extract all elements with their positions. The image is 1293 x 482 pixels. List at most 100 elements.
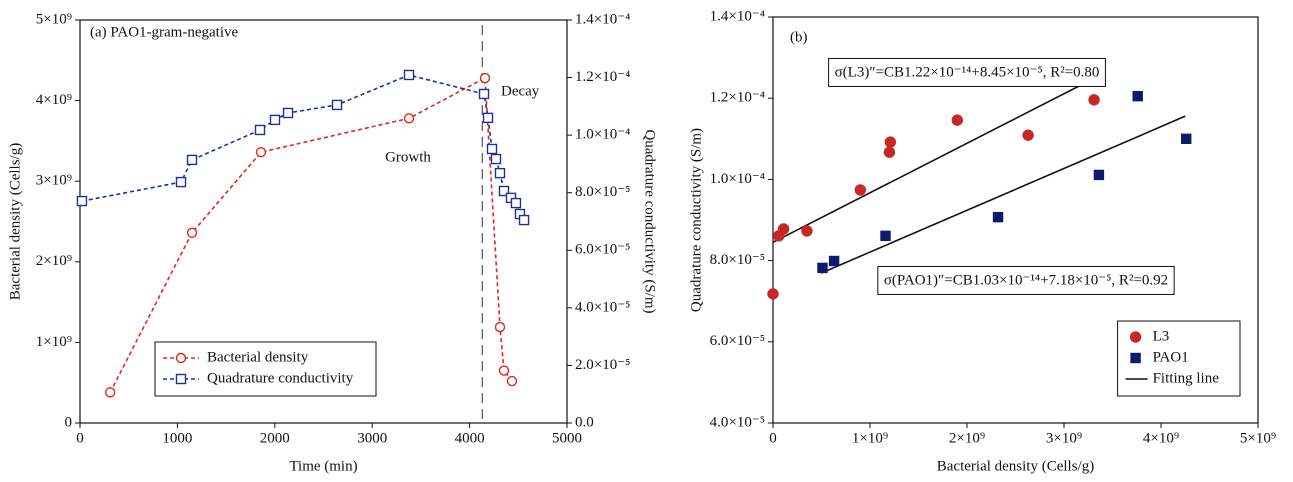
- marker: [186, 227, 198, 238]
- x-axis-title: Bacterial density (Cells/g): [937, 458, 1094, 474]
- marker: [255, 146, 267, 158]
- marker: [854, 184, 866, 196]
- marker: [510, 197, 522, 209]
- marker: [331, 99, 343, 111]
- marker: [884, 136, 897, 148]
- marker: [494, 321, 506, 333]
- series-line: [81, 74, 525, 221]
- legend-label: L3: [1153, 328, 1170, 344]
- x-tick-label: 1×10⁹: [852, 430, 888, 446]
- x-tick-label: 3×10⁹: [1046, 430, 1082, 446]
- marker: [1129, 331, 1142, 343]
- marker: [767, 288, 779, 300]
- marker: [482, 112, 494, 124]
- legend-label: PAO1: [1153, 349, 1189, 365]
- y2-tick-label: 4.0×10⁻⁵: [575, 299, 630, 315]
- legend-entry: Fitting line: [1125, 370, 1220, 386]
- y-tick-label: 0: [65, 414, 73, 430]
- marker: [951, 114, 963, 126]
- y-tick-label: 1×10⁹: [36, 334, 72, 350]
- marker: [76, 195, 88, 207]
- marker: [801, 225, 813, 237]
- marker: [506, 375, 518, 387]
- marker: [494, 167, 506, 179]
- y-axis-title: Bacterial density (Cells/g): [7, 143, 23, 300]
- legend-label: Fitting line: [1153, 370, 1220, 386]
- legend-box: [154, 341, 377, 397]
- legend-entry: Bacterial density: [163, 349, 309, 365]
- y-tick-label: 1.4×10⁻⁴: [710, 8, 765, 24]
- marker: [518, 214, 530, 226]
- y-tick-label: 8.0×10⁻⁵: [710, 252, 765, 268]
- y2-tick-label: 1.4×10⁻⁴: [575, 11, 630, 27]
- marker: [777, 223, 790, 235]
- plot-frame: [772, 16, 1259, 424]
- y-tick-label: 2×10⁹: [36, 253, 72, 269]
- y2-tick-label: 1.0×10⁻⁴: [575, 127, 630, 143]
- marker: [1088, 94, 1100, 106]
- x-tick-label: 4000: [455, 430, 485, 446]
- marker: [186, 154, 198, 166]
- equation-box: [877, 265, 1175, 295]
- marker: [1130, 352, 1141, 364]
- marker: [498, 365, 510, 376]
- x-tick-label: 4×10⁹: [1143, 430, 1179, 446]
- fit-line: [821, 115, 1186, 274]
- y2-tick-label: 2.0×10⁻⁵: [575, 357, 630, 373]
- series-line: [109, 76, 513, 393]
- marker: [254, 124, 266, 136]
- marker: [490, 153, 502, 165]
- annotation: Decay: [501, 83, 540, 99]
- legend-entry: L3: [1129, 328, 1170, 344]
- x-tick-label: 0: [769, 430, 777, 446]
- marker: [1132, 90, 1143, 102]
- y-tick-label: 4×10⁹: [36, 92, 72, 108]
- fit-equation: σ(PAO1)″=CB1.03×10⁻¹⁴+7.18×10⁻⁵, R²=0.92: [884, 272, 1168, 288]
- x-tick-label: 2×10⁹: [949, 430, 985, 446]
- x-tick-label: 0: [76, 430, 84, 446]
- y2-axis-title: Quadrature conductivity (S/m): [642, 129, 658, 313]
- marker: [498, 185, 510, 197]
- x-axis-title: Time (min): [289, 458, 357, 474]
- marker: [479, 72, 491, 84]
- x-tick-label: 5×10⁹: [1240, 430, 1276, 446]
- legend-label: Quadrature conductivity: [207, 370, 354, 386]
- marker: [828, 255, 840, 267]
- fit-equation: σ(L3)″=CB1.22×10⁻¹⁴+8.45×10⁻⁵, R²=0.80: [835, 64, 1100, 80]
- plot-frame: [79, 19, 568, 424]
- y-tick-label: 1.0×10⁻⁴: [710, 171, 765, 187]
- marker: [1181, 133, 1192, 145]
- marker: [282, 107, 294, 119]
- marker: [883, 146, 896, 158]
- y-tick-label: 6.0×10⁻⁵: [710, 333, 765, 349]
- y-tick-label: 3×10⁹: [36, 173, 72, 189]
- fit-line: [772, 78, 1094, 244]
- annotation: Growth: [385, 149, 431, 165]
- y-tick-label: 5×10⁹: [36, 11, 72, 27]
- x-tick-label: 5000: [552, 430, 582, 446]
- marker: [880, 230, 891, 242]
- marker: [478, 88, 490, 100]
- panel-title: (b): [790, 29, 808, 45]
- marker: [817, 262, 828, 274]
- y-axis-title: Quadrature conductivity (S/m): [688, 128, 704, 312]
- y-tick-label: 4.0×10⁻⁵: [710, 414, 765, 430]
- y2-tick-label: 0.0: [575, 414, 594, 430]
- marker: [269, 114, 281, 126]
- marker: [1022, 129, 1034, 141]
- legend-label: Bacterial density: [207, 349, 309, 365]
- y2-tick-label: 8.0×10⁻⁵: [575, 184, 630, 200]
- equation-box: [828, 57, 1106, 87]
- legend-entry: Quadrature conductivity: [163, 370, 354, 386]
- marker: [403, 113, 415, 124]
- marker: [403, 69, 415, 81]
- marker: [992, 211, 1004, 223]
- x-tick-label: 2000: [260, 430, 290, 446]
- panel-title: (a) PAO1-gram-negative: [90, 24, 238, 40]
- y2-tick-label: 6.0×10⁻⁵: [575, 242, 630, 258]
- y-tick-label: 1.2×10⁻⁴: [710, 90, 765, 106]
- marker: [175, 352, 187, 364]
- marker: [175, 176, 187, 188]
- marker: [104, 387, 116, 398]
